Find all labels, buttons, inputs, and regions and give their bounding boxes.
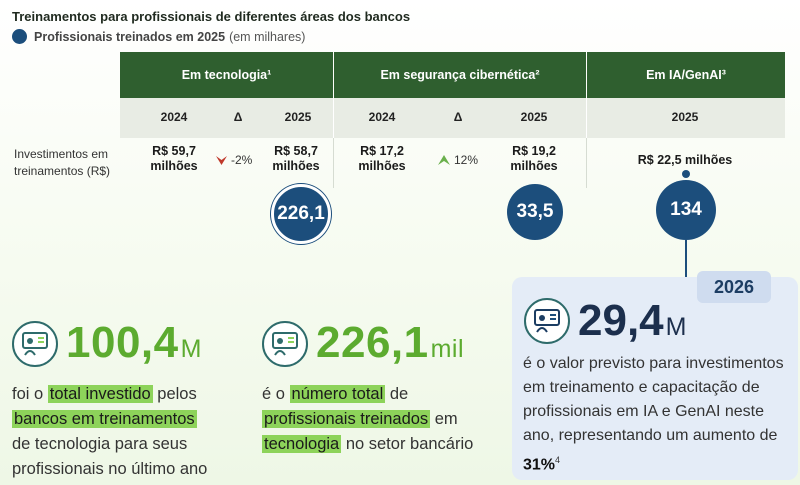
sub-tec-2025: 2025 xyxy=(284,110,312,124)
forecast-text: é o valor previsto para investimentos em… xyxy=(523,355,784,444)
forecast-unit: M xyxy=(665,313,687,341)
forecast-footnote: 4 xyxy=(555,455,561,465)
stat2-text: no setor bancário xyxy=(341,435,474,453)
stat1-text: profissionais no último ano xyxy=(12,460,208,478)
tec-2025-value: R$ 58,7 milhões xyxy=(268,144,324,174)
tec-2025-unit: milhões xyxy=(272,159,320,173)
stat2-unit: mil xyxy=(430,335,465,363)
presentation-icon xyxy=(262,321,308,367)
forecast-value: 29,4 xyxy=(578,296,664,345)
tec-2024-value: R$ 59,7 milhões xyxy=(146,144,202,174)
header-tecnologia: Em tecnologia¹ xyxy=(120,52,333,98)
divider xyxy=(333,138,334,188)
stat1-description: foi o total investido pelos bancos em tr… xyxy=(12,382,242,482)
stat2-highlight: tecnologia xyxy=(262,435,342,453)
stat2-highlight: profissionais treinados xyxy=(262,410,431,428)
sub-seg-2025: 2025 xyxy=(520,110,548,124)
stat1-highlight: bancos em treinamentos xyxy=(12,410,197,428)
stat2-description: é o número total de profissionais treina… xyxy=(262,382,502,457)
stat1-text: de tecnologia para seus xyxy=(12,435,188,453)
stat2-value: 226,1 xyxy=(316,318,429,367)
legend-rest: (em milhares) xyxy=(229,29,306,44)
divider xyxy=(586,98,587,138)
forecast-description: é o valor previsto para investimentos em… xyxy=(523,352,791,477)
seg-2024-unit: milhões xyxy=(358,159,406,173)
sub-tec-delta: Δ xyxy=(233,110,243,124)
stat2-text: de xyxy=(385,385,409,403)
legend-bold: Profissionais treinados em 2025 xyxy=(34,29,226,44)
connector-line xyxy=(685,240,687,292)
tec-2024-unit: milhões xyxy=(150,159,198,173)
stat2-text: em xyxy=(430,410,458,428)
bubble-tecnologia: 226,1 xyxy=(271,184,331,244)
forecast-percent: 31% xyxy=(523,456,556,474)
seg-delta: 12% xyxy=(438,153,478,167)
stat1-value: 100,4 xyxy=(66,318,179,367)
presentation-icon xyxy=(12,321,58,367)
connector-dot xyxy=(682,170,690,178)
sub-tec-2024: 2024 xyxy=(160,110,188,124)
tec-delta-value: -2% xyxy=(231,153,253,167)
ia-2025-value: R$ 22,5 milhões xyxy=(637,153,733,167)
header-ia: Em IA/GenAI³ xyxy=(587,52,785,98)
sub-seg-2024: 2024 xyxy=(368,110,396,124)
stat1-unit: M xyxy=(180,335,202,363)
divider xyxy=(333,98,334,138)
sub-seg-delta: Δ xyxy=(453,110,463,124)
bubble-seguranca: 33,5 xyxy=(507,184,563,240)
arrow-up-icon xyxy=(438,154,450,165)
bubble-ia: 134 xyxy=(656,180,716,240)
stat1-text: pelos xyxy=(152,385,197,403)
seg-delta-value: 12% xyxy=(454,153,479,167)
sub-ia-2025: 2025 xyxy=(671,110,699,124)
stat1-text: foi o xyxy=(12,385,48,403)
row-label: Investimentos em treinamentos (R$) xyxy=(14,147,111,178)
tec-2024-amount: R$ 59,7 xyxy=(152,144,196,158)
stat2-number: 226,1mil xyxy=(316,318,464,368)
page-title: Treinamentos para profissionais de difer… xyxy=(12,9,411,24)
presentation-icon xyxy=(524,298,570,344)
seg-2025-amount: R$ 19,2 xyxy=(512,144,556,158)
legend-dot-icon xyxy=(12,29,27,44)
stat2-text: é o xyxy=(262,385,290,403)
subheader-row: 2024 Δ 2025 2024 Δ 2025 2025 xyxy=(120,98,785,138)
seg-2025-value: R$ 19,2 milhões xyxy=(506,144,562,174)
seg-2025-unit: milhões xyxy=(510,159,558,173)
stat2-highlight: número total xyxy=(289,385,386,403)
tec-2025-amount: R$ 58,7 xyxy=(274,144,318,158)
header-seguranca: Em segurança cibernética² xyxy=(334,52,586,98)
tec-delta: -2% xyxy=(216,153,252,167)
arrow-down-icon xyxy=(216,155,227,165)
divider xyxy=(586,138,587,188)
legend: Profissionais treinados em 2025 (em milh… xyxy=(12,29,305,44)
seg-2024-amount: R$ 17,2 xyxy=(360,144,404,158)
seg-2024-value: R$ 17,2 milhões xyxy=(354,144,410,174)
forecast-year-badge: 2026 xyxy=(697,271,771,303)
forecast-number: 29,4M xyxy=(578,296,686,346)
stat1-number: 100,4M xyxy=(66,318,202,368)
stat1-highlight: total investido xyxy=(47,385,153,403)
